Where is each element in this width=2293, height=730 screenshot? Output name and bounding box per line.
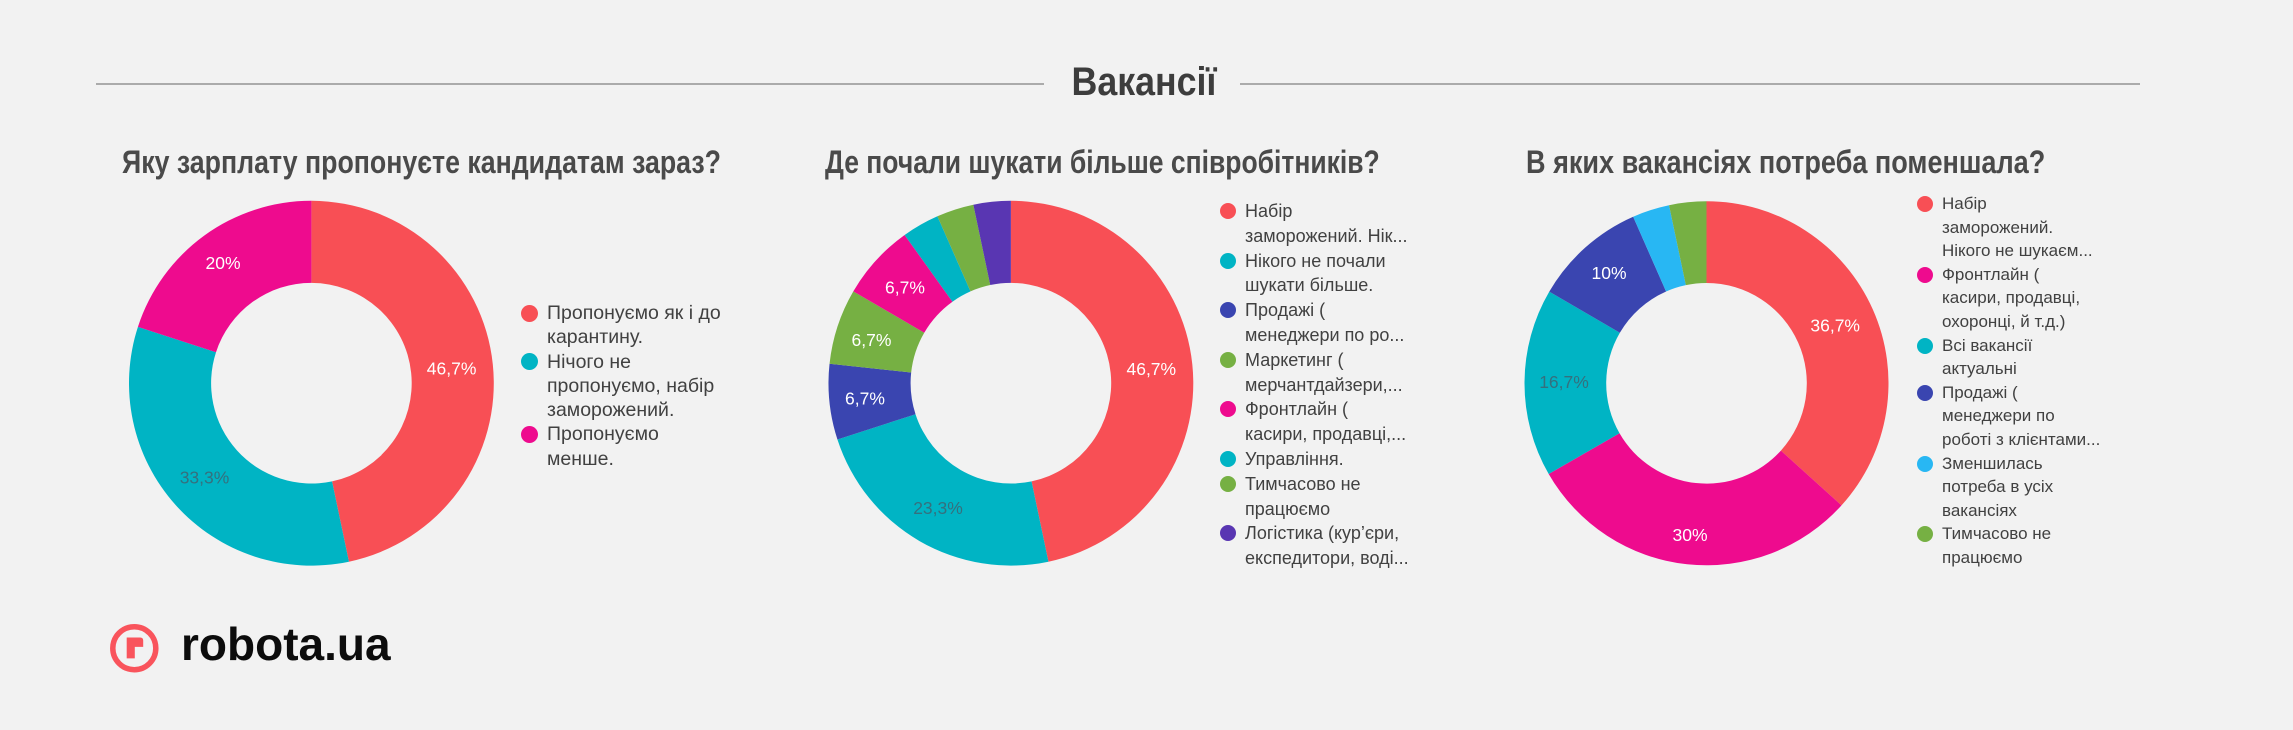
svg-text:6,7%: 6,7% — [845, 388, 885, 408]
svg-text:33,3%: 33,3% — [180, 468, 230, 488]
svg-text:36,7%: 36,7% — [1810, 316, 1860, 336]
svg-text:6,7%: 6,7% — [852, 330, 892, 350]
svg-text:10%: 10% — [1591, 263, 1626, 283]
svg-text:23,3%: 23,3% — [913, 498, 963, 518]
svg-text:20%: 20% — [205, 253, 240, 273]
svg-text:6,7%: 6,7% — [885, 278, 925, 298]
svg-text:30%: 30% — [1672, 525, 1707, 545]
svg-text:46,7%: 46,7% — [427, 359, 477, 379]
svg-text:46,7%: 46,7% — [1126, 359, 1176, 379]
svg-text:16,7%: 16,7% — [1539, 372, 1589, 392]
